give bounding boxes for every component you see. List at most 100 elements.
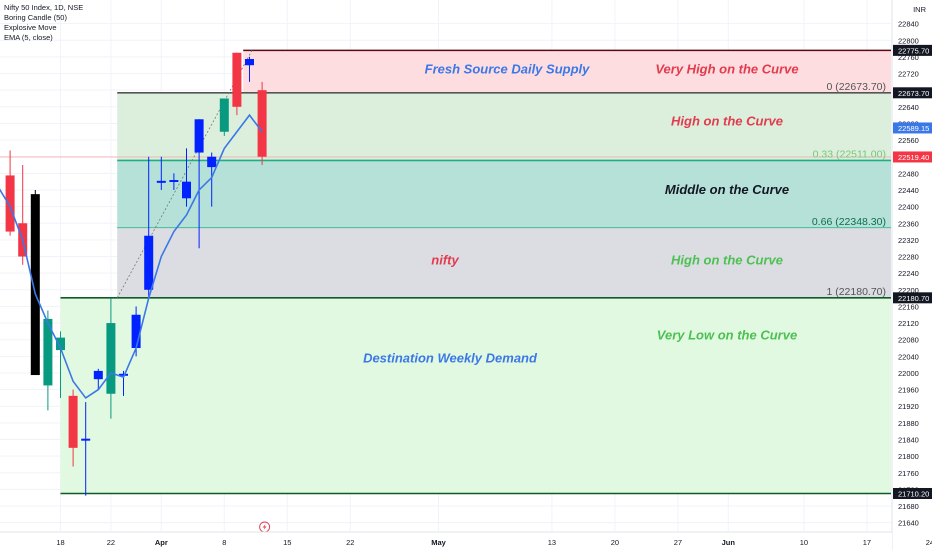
zone-label: Destination Weekly Demand [363,350,538,365]
price-tick-label: 22400 [898,203,919,212]
curve-label: Very Low on the Curve [657,328,797,343]
time-tick-label: 27 [674,538,682,547]
price-tick-label: 22480 [898,169,919,178]
candle [119,370,128,396]
price-tick-label: 22760 [898,53,919,62]
curve-label: High on the Curve [671,253,783,268]
legend-indicator-explosive-move: Explosive Move [4,23,57,32]
chart-legend: Nifty 50 Index, 1D, NSE Boring Candle (5… [4,3,83,43]
candle-body [30,194,40,376]
zone-4 [60,297,891,494]
candle-body [169,180,179,183]
price-label-text: 22775.70 [898,46,929,55]
candle [182,148,191,207]
legend-symbol: Nifty 50 Index, 1D, NSE [4,3,84,12]
price-label-badge [893,151,932,163]
price-labels: 22775.70 22673.70 22589.15 22519.40 22180.70… [893,44,932,499]
price-tick-label: 22440 [898,186,919,195]
candle [219,98,229,136]
price-tick-label: 21760 [898,469,919,478]
candle-body [93,370,103,380]
candle-body [131,314,141,349]
price-tick-label: 21960 [898,386,919,395]
candle-body [106,323,116,394]
price-tick-label: 22560 [898,136,919,145]
price-tick-label: 22720 [898,70,919,79]
time-tick-label: 22 [107,538,115,547]
time-tick-label: 13 [548,538,556,547]
price-tick-label: 22000 [898,369,919,378]
price-tick-label: 22120 [898,319,919,328]
fib-label: 0 (22673.70) [826,81,886,93]
lightning-icon [262,524,267,530]
zone-label: Fresh Source Daily Supply [425,61,590,76]
time-tick-label: 18 [56,538,64,547]
candle-body [5,175,15,232]
candle [30,189,40,376]
zone-0 [243,50,891,93]
candle [43,310,53,411]
price-tick-label: 22800 [898,36,919,45]
zones [60,49,891,495]
candle-body [81,438,91,441]
candle [245,56,254,82]
curve-labels: Very High on the Curve High on the Curve M… [655,61,798,342]
price-label-text: 21710.20 [898,489,929,498]
price-tick-label: 22840 [898,20,919,29]
time-tick-label: 10 [800,538,808,547]
price-tick-label: 21880 [898,419,919,428]
candle [5,150,15,236]
price-tick-label: 22640 [898,103,919,112]
candle-body [68,395,78,448]
candle [232,52,242,116]
price-label-badge [893,487,932,499]
zone-labels: Fresh Source Daily Supply nifty Destinatio… [363,61,590,365]
legend-indicator-ema: EMA (5, close) [4,33,53,42]
candle [81,402,91,496]
price-tick-label: 22040 [898,352,919,361]
fib-label: 0.66 (22348.30) [812,216,886,228]
candle-body [194,119,204,153]
fib-label: 0.33 (22511.00) [813,148,886,160]
zone-1 [117,92,891,161]
price-label-text: 22589.15 [898,124,929,133]
curve-label: Middle on the Curve [665,182,789,197]
candle [56,331,65,398]
candle [93,368,103,390]
price-tick-label: 22080 [898,336,919,345]
time-tick-label: 15 [283,538,291,547]
time-axis [0,532,892,550]
time-tick-label: Jun [722,538,736,547]
candle [18,165,28,265]
price-label-badge [893,122,932,134]
price-tick-label: 22360 [898,219,919,228]
price-tick-label: 21840 [898,436,919,445]
price-tick-label: 21920 [898,402,919,411]
candle-body [144,235,154,290]
price-label-badge [893,87,932,99]
time-tick-label: 17 [863,538,871,547]
price-label-badge [893,292,932,304]
time-tick-label: May [431,538,446,547]
candle-body [232,52,242,107]
candle-body [219,98,229,132]
price-tick-label: 21640 [898,519,919,528]
candle-body [245,58,254,66]
curve-label: Very High on the Curve [655,61,798,76]
price-tick-label: 21680 [898,502,919,511]
candle-body [156,180,166,183]
candle [156,156,166,190]
zone-label: nifty [431,253,459,268]
currency-label: INR [913,5,926,14]
price-tick-label: 21800 [898,452,919,461]
price-label-text: 22519.40 [898,153,929,162]
price-label-text: 22180.70 [898,294,929,303]
candle-body [119,373,128,376]
candle [144,156,154,299]
time-tick-label: 22 [346,538,354,547]
candle [106,298,116,419]
candle-body [43,318,53,386]
zone-2 [117,160,891,229]
time-ticks: 18 22 Apr 8 15 22 May 13 20 27 Jun 10 17 24 [56,538,932,547]
